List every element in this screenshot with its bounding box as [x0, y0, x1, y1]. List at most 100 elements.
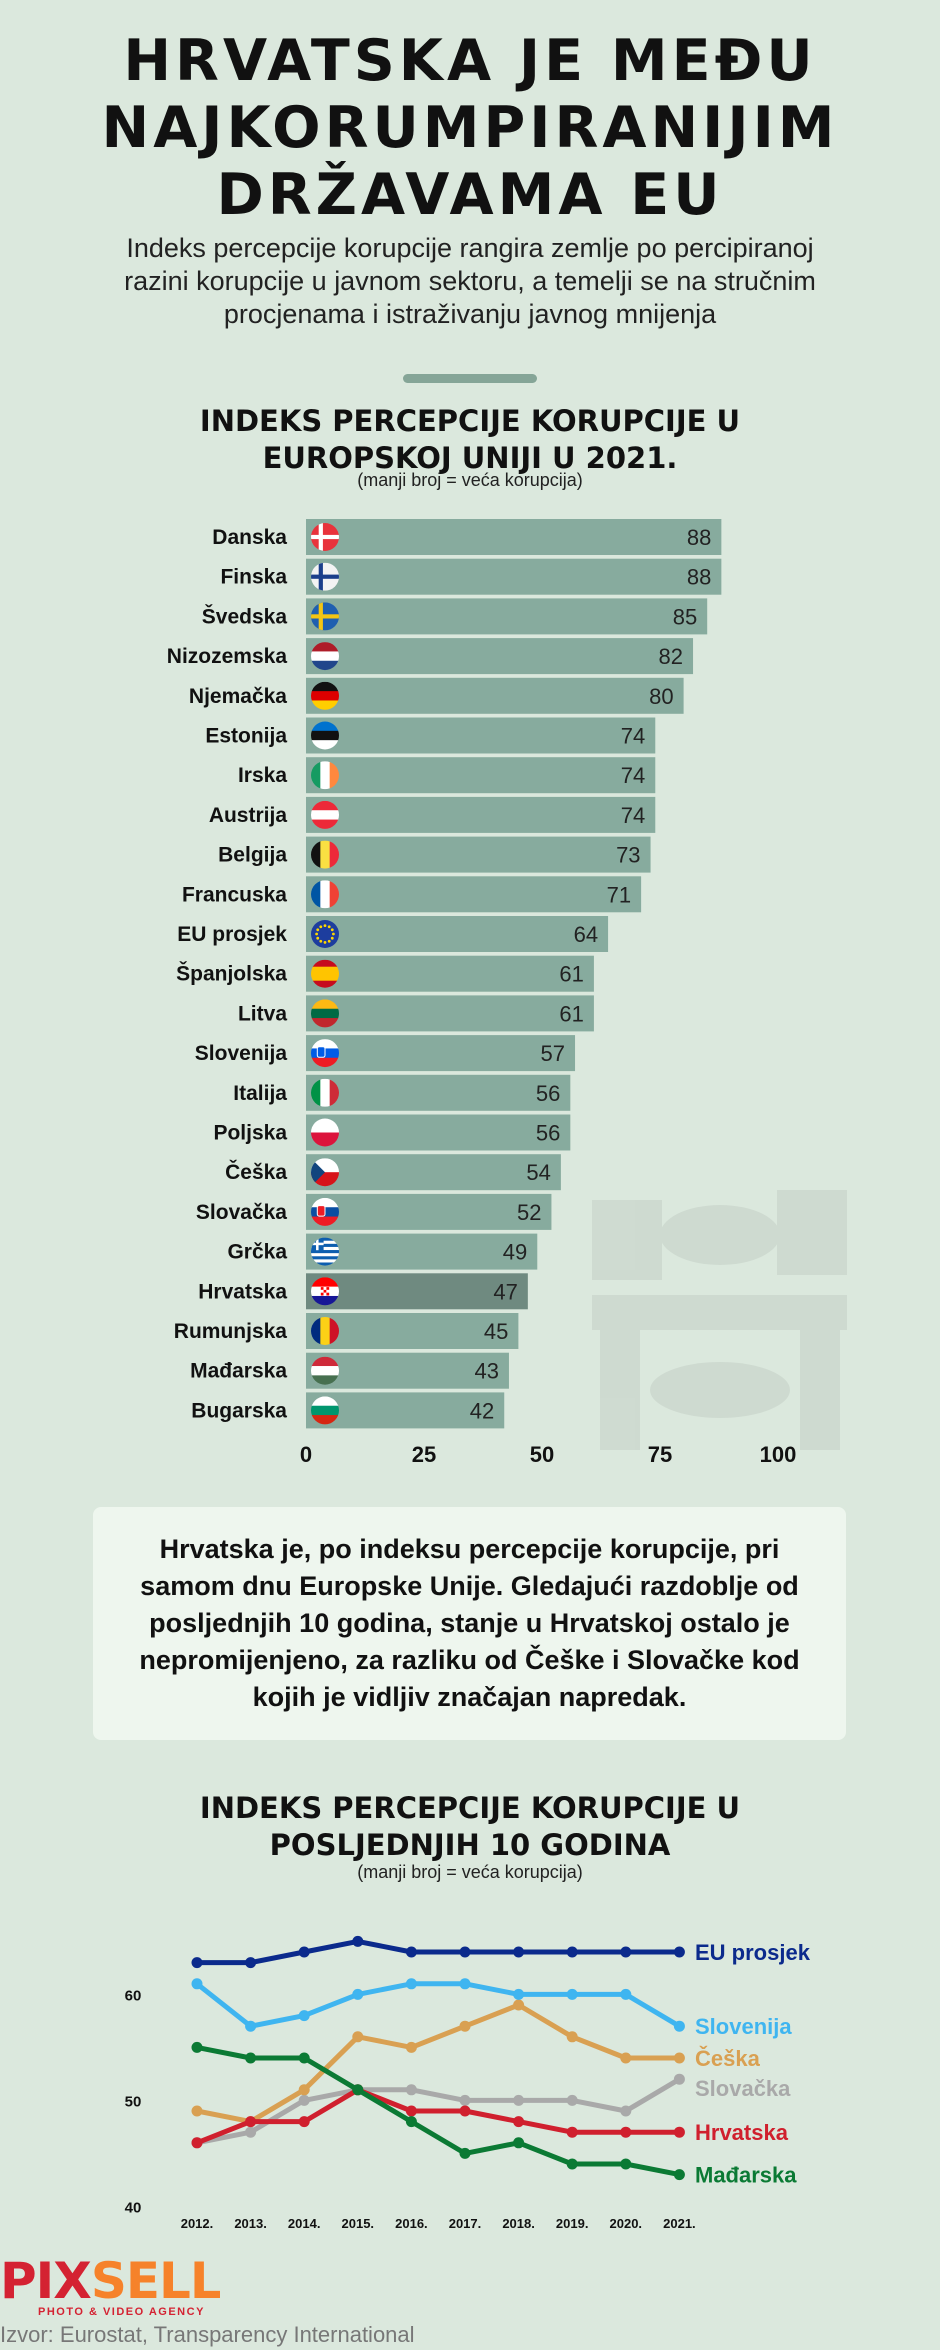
data-point: [513, 2137, 525, 2149]
country-label: Slovačka: [196, 1201, 287, 1224]
data-point: [245, 2052, 257, 2064]
data-point: [245, 2020, 257, 2032]
data-point: [298, 2116, 310, 2128]
data-point: [298, 2084, 310, 2096]
value-label: 42: [470, 1398, 494, 1423]
bar: [306, 1074, 571, 1111]
flag-denmark-icon: [311, 523, 339, 551]
data-point: [352, 1988, 364, 2000]
bar-row: Grčka 49: [227, 1233, 538, 1270]
country-label: Hrvatska: [198, 1280, 287, 1303]
value-label: 73: [616, 843, 640, 868]
bar-chart-title-line: EUROPSKOJ UNIJI U 2021.: [262, 441, 678, 475]
value-label: 71: [607, 882, 631, 907]
data-point: [298, 2094, 310, 2106]
data-point: [352, 1935, 364, 1947]
bar-row: EU prosjek 64: [177, 916, 609, 952]
flag-austria-icon: [311, 800, 339, 829]
bar: [306, 519, 722, 555]
data-point: [245, 2126, 257, 2138]
line-chart-title-line: POSLJEDNJIH 10 GODINA: [269, 1828, 671, 1862]
flag-romania-icon: [311, 1317, 339, 1345]
country-label: Austrija: [209, 804, 288, 827]
series-line: [196, 2087, 680, 2146]
bar-row: Hrvatska 47: [198, 1273, 528, 1310]
country-label: Njemačka: [189, 685, 287, 708]
data-point: [405, 2084, 417, 2096]
title-line: HRVATSKA JE MEĐU: [123, 28, 817, 94]
x-tick-label: 2021.: [663, 2216, 696, 2231]
country-label: EU prosjek: [177, 923, 287, 946]
country-label: Poljska: [213, 1122, 287, 1145]
flag-italy-icon: [311, 1078, 339, 1107]
data-point: [673, 1946, 685, 1958]
data-point: [459, 2094, 471, 2106]
value-label: 56: [536, 1081, 560, 1106]
data-point: [459, 2020, 471, 2032]
country-label: Estonija: [205, 725, 287, 748]
data-point: [513, 1946, 525, 1958]
bar: [306, 1154, 561, 1191]
data-point: [673, 2169, 685, 2181]
value-label: 54: [526, 1160, 550, 1185]
x-tick-label: 2014.: [288, 2216, 321, 2231]
series-label: EU prosjek: [695, 1940, 811, 1965]
data-point: [298, 2010, 310, 2022]
flag-germany-icon: [311, 681, 339, 710]
x-tick-label: 2018.: [502, 2216, 535, 2231]
bar-row: Njemačka 80: [189, 677, 684, 714]
data-point: [191, 2105, 203, 2117]
data-point: [620, 1946, 632, 1958]
bar: [306, 1392, 505, 1429]
page-title: HRVATSKA JE MEĐU NAJKORUMPIRANIJIM DRŽAV…: [0, 28, 940, 229]
note-text: Hrvatska je, po indeksu percepcije korup…: [139, 1534, 800, 1712]
x-tick-label: 100: [760, 1442, 797, 1467]
bar-row: Danska 88: [212, 519, 722, 555]
data-point: [566, 2126, 578, 2138]
data-point: [352, 2084, 364, 2096]
value-label: 88: [687, 565, 711, 590]
title-line: DRŽAVAMA EU: [216, 162, 724, 228]
country-label: Mađarska: [190, 1360, 287, 1383]
bar: [306, 1114, 571, 1151]
data-point: [245, 2116, 257, 2128]
x-tick-label: 2015.: [342, 2216, 375, 2231]
bar-row: Estonija 74: [205, 717, 656, 754]
data-point: [405, 2105, 417, 2117]
bar: [306, 1352, 509, 1389]
line-chart: 40 50 60 2012. 2013. 2014. 2015. 2016. 2017. 2018…: [125, 1935, 811, 2231]
series-label: Hrvatska: [695, 2120, 789, 2145]
country-label: Irska: [238, 764, 287, 787]
value-label: 52: [517, 1200, 541, 1225]
series-line: [197, 1938, 680, 1966]
data-point: [513, 1999, 525, 2011]
data-point: [620, 2126, 632, 2138]
value-label: 43: [474, 1359, 498, 1384]
bar-row: Belgija 73: [218, 836, 651, 873]
country-label: Španjolska: [176, 962, 287, 986]
x-tick-label: 2019.: [556, 2216, 589, 2231]
bar-chart-subtitle: (manji broj = veća korupcija): [357, 470, 583, 490]
bar-row: Italija 56: [233, 1074, 571, 1111]
bar: [306, 836, 651, 873]
data-point: [566, 2031, 578, 2043]
bar-chart-title: INDEKS PERCEPCIJE KORUPCIJE U EUROPSKOJ …: [0, 403, 940, 477]
bar: [306, 1273, 528, 1310]
country-label: Češka: [225, 1160, 287, 1184]
bar: [306, 796, 656, 833]
x-tick-label: 75: [648, 1442, 672, 1467]
x-tick-label: 2017.: [449, 2216, 482, 2231]
series-label: Slovenija: [695, 2014, 792, 2039]
value-label: 74: [621, 803, 645, 828]
bar: [306, 598, 708, 635]
data-point: [352, 2031, 364, 2043]
data-point: [191, 2137, 203, 2149]
data-point: [620, 1988, 632, 2000]
y-tick-label: 60: [125, 1987, 142, 2004]
data-point: [513, 2094, 525, 2106]
data-point: [620, 2158, 632, 2170]
series-line: [196, 2002, 680, 2125]
flag-czechia-icon: [311, 1158, 339, 1187]
bar-row: Rumunjska 45: [174, 1313, 519, 1349]
bar-row: Slovačka 52: [196, 1193, 552, 1230]
